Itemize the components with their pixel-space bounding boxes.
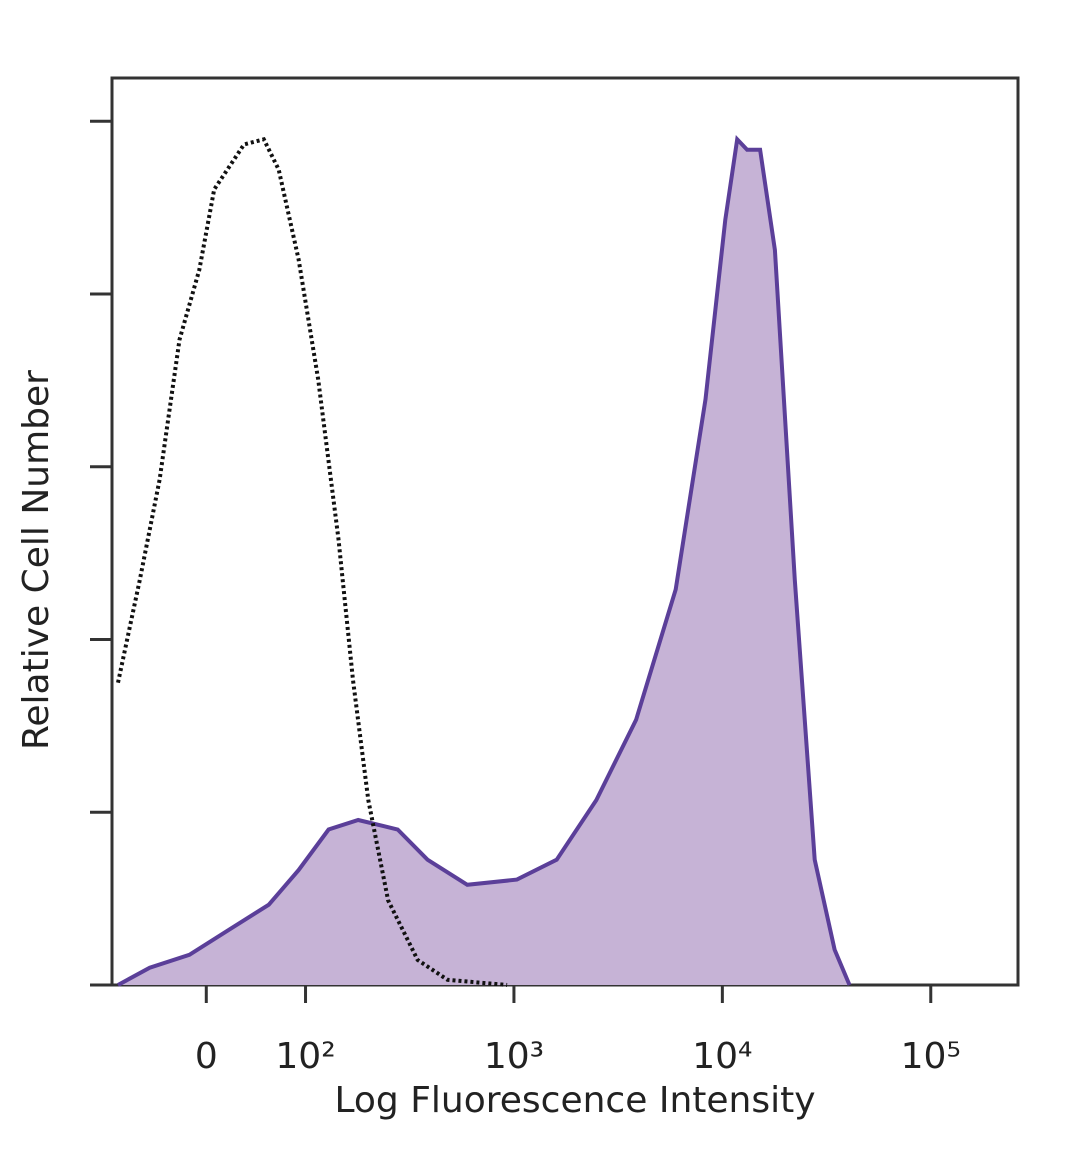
histogram-line: [117, 134, 852, 987]
x-tick-label: 10³: [484, 1036, 544, 1077]
x-tick-label: 0: [195, 1036, 218, 1077]
x-axis-label: Log Fluorescence Intensity: [334, 1080, 815, 1121]
histogram-area: [117, 139, 850, 986]
histogram-line: [116, 136, 508, 987]
x-tick-label: 10⁵: [901, 1036, 961, 1077]
y-axis-label: Relative Cell Number: [16, 370, 57, 750]
x-tick-label: 10⁴: [692, 1036, 752, 1077]
x-tick-label: 10²: [275, 1036, 335, 1077]
